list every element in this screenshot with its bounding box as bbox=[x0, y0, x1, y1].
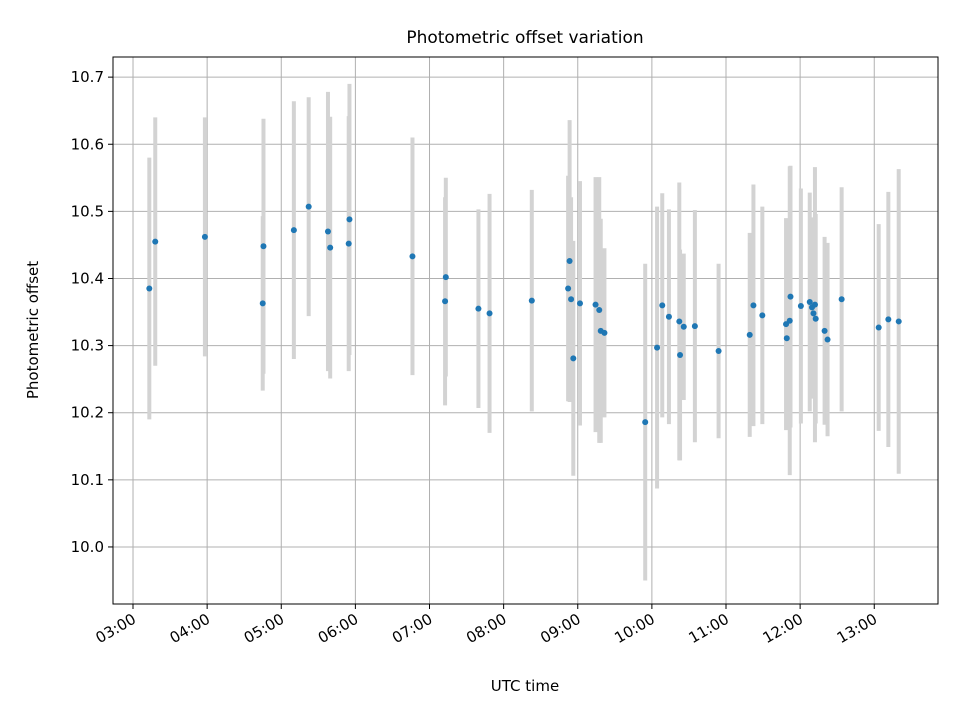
data-point bbox=[824, 336, 831, 343]
data-point bbox=[305, 203, 312, 210]
data-point bbox=[324, 228, 331, 235]
data-point bbox=[570, 355, 577, 362]
data-point bbox=[568, 296, 575, 303]
data-point bbox=[565, 285, 572, 292]
data-point bbox=[290, 227, 297, 234]
data-point bbox=[786, 317, 793, 324]
y-tick-label: 10.0 bbox=[71, 538, 104, 556]
data-point bbox=[746, 331, 753, 338]
data-point bbox=[806, 298, 813, 305]
data-point bbox=[810, 310, 817, 317]
data-point bbox=[592, 301, 599, 308]
data-point bbox=[528, 297, 535, 304]
data-point bbox=[475, 305, 482, 312]
chart-title: Photometric offset variation bbox=[406, 28, 643, 48]
axes-frame bbox=[112, 56, 939, 605]
y-tick-label: 10.6 bbox=[71, 135, 104, 153]
data-point bbox=[812, 315, 819, 322]
y-tick-label: 10.2 bbox=[71, 404, 104, 422]
y-tick-label: 10.5 bbox=[71, 202, 104, 220]
data-point bbox=[654, 344, 661, 351]
y-tick-label: 10.1 bbox=[71, 471, 104, 489]
data-point bbox=[875, 324, 882, 331]
data-point bbox=[409, 253, 416, 260]
y-tick-label: 10.3 bbox=[71, 337, 104, 355]
data-point bbox=[691, 323, 698, 330]
data-point bbox=[759, 312, 766, 319]
data-point bbox=[152, 238, 159, 245]
data-point bbox=[715, 347, 722, 354]
data-point bbox=[486, 310, 493, 317]
y-tick-label: 10.7 bbox=[71, 68, 104, 86]
data-point bbox=[642, 419, 649, 426]
data-point bbox=[885, 316, 892, 323]
data-point bbox=[677, 351, 684, 358]
data-point bbox=[346, 216, 353, 223]
data-point bbox=[601, 329, 608, 336]
data-point bbox=[811, 301, 818, 308]
y-axis-label: Photometric offset bbox=[24, 261, 42, 399]
data-point bbox=[838, 296, 845, 303]
data-point bbox=[576, 300, 583, 307]
data-point bbox=[783, 335, 790, 342]
data-point bbox=[442, 298, 449, 305]
data-point bbox=[327, 244, 334, 251]
data-point bbox=[676, 318, 683, 325]
data-points bbox=[146, 203, 902, 426]
y-tick-label: 10.4 bbox=[71, 269, 104, 287]
data-point bbox=[260, 243, 267, 250]
y-axis-ticks: 10.0 10.1 10.2 10.3 10.4 10.5 10.6 10.7 bbox=[71, 68, 113, 556]
data-point bbox=[596, 307, 603, 314]
data-point bbox=[566, 258, 573, 265]
data-point bbox=[201, 233, 208, 240]
data-point bbox=[665, 313, 672, 320]
data-point bbox=[659, 302, 666, 309]
data-point bbox=[259, 300, 266, 307]
data-point bbox=[146, 285, 153, 292]
data-point bbox=[797, 303, 804, 310]
data-point bbox=[680, 323, 687, 330]
data-point bbox=[821, 327, 828, 334]
data-point bbox=[442, 274, 449, 281]
data-point bbox=[750, 302, 757, 309]
data-point bbox=[895, 318, 902, 325]
x-axis-label: UTC time bbox=[491, 677, 559, 695]
data-point bbox=[787, 293, 794, 300]
data-point bbox=[345, 240, 352, 247]
